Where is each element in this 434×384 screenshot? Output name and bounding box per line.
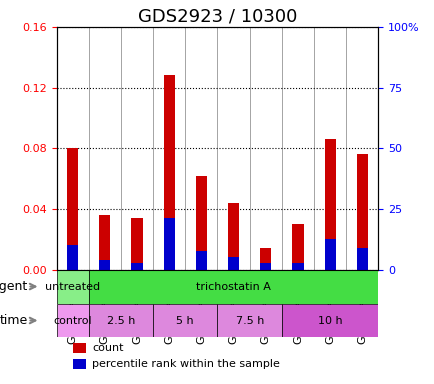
Text: trichostatin A: trichostatin A [196, 281, 270, 291]
Text: agent: agent [0, 280, 27, 293]
Bar [67, 245, 78, 270]
Bar [99, 260, 110, 270]
Bar [281, 270, 313, 384]
Bar [89, 270, 121, 384]
Bar [227, 257, 239, 270]
Bar [195, 252, 207, 270]
Title: GDS2923 / 10300: GDS2923 / 10300 [138, 7, 296, 25]
Bar [99, 215, 110, 270]
Bar [153, 270, 185, 384]
FancyBboxPatch shape [89, 303, 153, 338]
Bar [324, 239, 335, 270]
Bar [345, 270, 378, 384]
Bar [292, 224, 303, 270]
Bar [260, 248, 271, 270]
Bar [195, 175, 207, 270]
FancyBboxPatch shape [281, 303, 378, 338]
Bar [356, 248, 367, 270]
Text: untreated: untreated [45, 281, 100, 291]
FancyBboxPatch shape [56, 303, 89, 338]
Bar [131, 263, 142, 270]
Bar [217, 270, 249, 384]
Bar [249, 270, 281, 384]
Text: 10 h: 10 h [317, 316, 342, 326]
FancyBboxPatch shape [217, 303, 281, 338]
Bar [324, 139, 335, 270]
Text: 7.5 h: 7.5 h [235, 316, 263, 326]
Bar [163, 75, 174, 270]
Bar [131, 218, 142, 270]
FancyBboxPatch shape [56, 270, 89, 303]
Bar [56, 270, 89, 384]
Bar [227, 203, 239, 270]
FancyBboxPatch shape [89, 270, 378, 303]
Text: 2.5 h: 2.5 h [106, 316, 135, 326]
Text: control: control [53, 316, 92, 326]
Bar [292, 263, 303, 270]
Text: 5 h: 5 h [176, 316, 194, 326]
Bar [313, 270, 345, 384]
Bar [72, 359, 85, 369]
Bar [356, 154, 367, 270]
Text: percentile rank within the sample: percentile rank within the sample [92, 359, 279, 369]
Bar [67, 148, 78, 270]
Bar [260, 263, 271, 270]
Text: count: count [92, 343, 123, 353]
FancyBboxPatch shape [153, 303, 217, 338]
Bar [163, 218, 174, 270]
Bar [121, 270, 153, 384]
Bar [72, 343, 85, 353]
Bar [185, 270, 217, 384]
Text: time: time [0, 314, 27, 327]
